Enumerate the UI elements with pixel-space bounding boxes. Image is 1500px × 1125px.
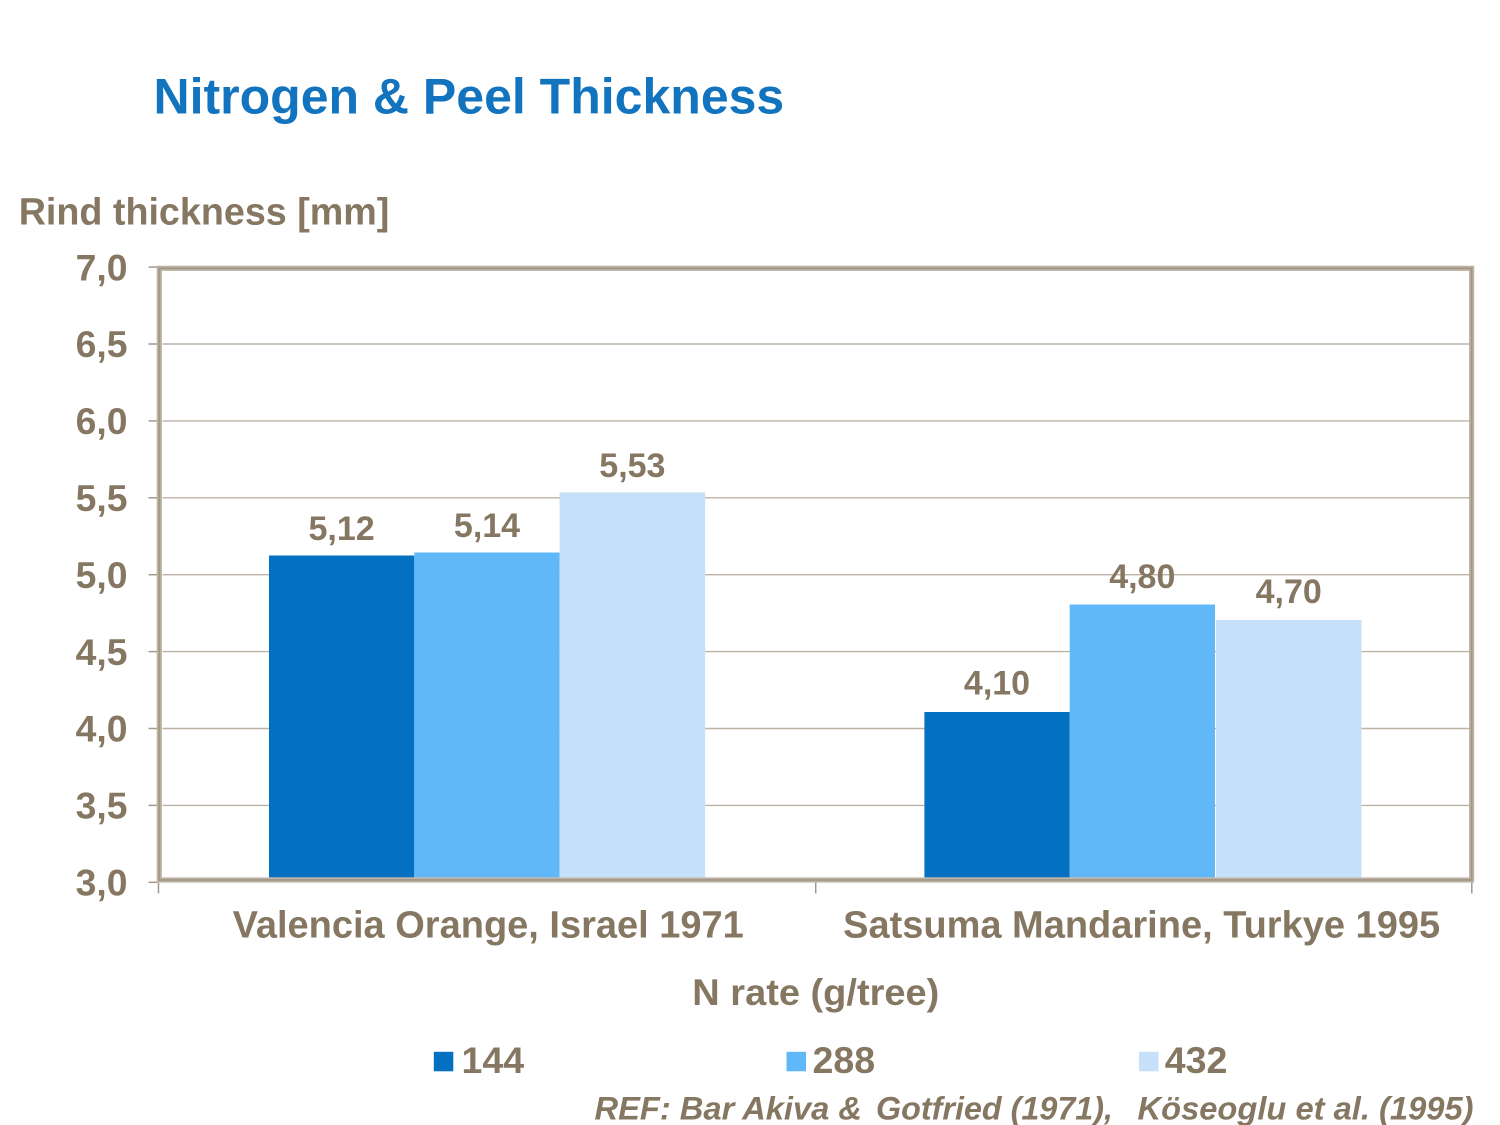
svg-text:4,10: 4,10 <box>964 665 1030 703</box>
svg-text:3,5: 3,5 <box>76 785 128 827</box>
svg-text:288: 288 <box>813 1039 876 1081</box>
svg-text:432: 432 <box>1165 1039 1228 1081</box>
svg-text:7,0: 7,0 <box>76 246 128 288</box>
svg-text:4,5: 4,5 <box>76 631 128 673</box>
svg-text:3,0: 3,0 <box>76 862 128 904</box>
svg-text:4,80: 4,80 <box>1109 558 1175 596</box>
svg-text:5,0: 5,0 <box>76 554 128 596</box>
svg-text:6,0: 6,0 <box>76 400 128 442</box>
svg-text:6,5: 6,5 <box>76 323 128 365</box>
svg-text:5,53: 5,53 <box>599 447 665 485</box>
svg-text:N rate (g/tree): N rate (g/tree) <box>692 971 939 1013</box>
svg-text:REF: Bar Akiva &: REF: Bar Akiva & <box>595 1091 863 1125</box>
svg-text:Köseoglu et al. (1995): Köseoglu et al. (1995) <box>1138 1091 1474 1125</box>
svg-text:Gotfried (1971),: Gotfried (1971), <box>876 1091 1113 1125</box>
svg-text:144: 144 <box>462 1039 525 1081</box>
svg-text:Nitrogen & Peel Thickness: Nitrogen & Peel Thickness <box>154 69 785 125</box>
svg-text:4,0: 4,0 <box>76 708 128 750</box>
svg-text:Satsuma Mandarine, Turkye 1995: Satsuma Mandarine, Turkye 1995 <box>843 905 1440 947</box>
svg-text:5,14: 5,14 <box>454 507 520 545</box>
svg-text:5,12: 5,12 <box>309 510 375 548</box>
svg-text:5,5: 5,5 <box>76 477 128 519</box>
svg-text:4,70: 4,70 <box>1256 573 1322 611</box>
svg-text:Rind thickness [mm]: Rind thickness [mm] <box>19 190 390 232</box>
svg-text:Valencia Orange, Israel 1971: Valencia Orange, Israel 1971 <box>233 905 744 947</box>
